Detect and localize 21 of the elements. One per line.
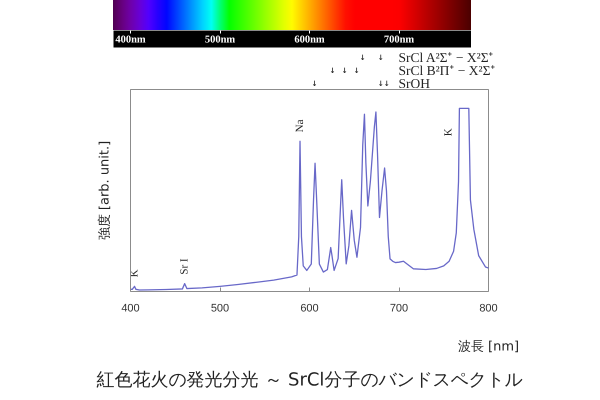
x-tick-label: 500	[210, 302, 230, 314]
text: ↓ ↓↓	[312, 78, 390, 89]
text: SrCl B²Π⁺ − X²Σ⁺	[398, 63, 496, 78]
x-tick-label: 600	[300, 302, 319, 314]
x2-tick-label: 600nm	[294, 34, 325, 46]
x2-tick-label: 500nm	[204, 34, 236, 46]
x-tick-label: 800	[479, 302, 498, 314]
text: 紅色花火の発光分光 ～ SrCl分子のバンドスペクトル	[96, 370, 522, 390]
x2-tick-label: 700nm	[384, 34, 414, 46]
text: SrOH	[398, 76, 430, 91]
text: ↓ ↓	[312, 52, 384, 63]
x-axis-title: 波長 [nm]	[458, 340, 520, 354]
x-tick-label: 700	[390, 302, 408, 314]
text: ↓ ↓ ↓	[312, 65, 360, 76]
annotation: K	[442, 128, 454, 136]
x-tick-label: 400	[121, 302, 140, 314]
x2-tick-label: 400nm	[115, 34, 146, 46]
y-axis-title: 強度 [arb. unit.]	[96, 140, 112, 240]
annotation: Sr I	[178, 258, 191, 275]
annotation: Na	[294, 119, 306, 132]
text: SrCl A²Σ⁺ − X²Σ⁺	[398, 50, 494, 65]
